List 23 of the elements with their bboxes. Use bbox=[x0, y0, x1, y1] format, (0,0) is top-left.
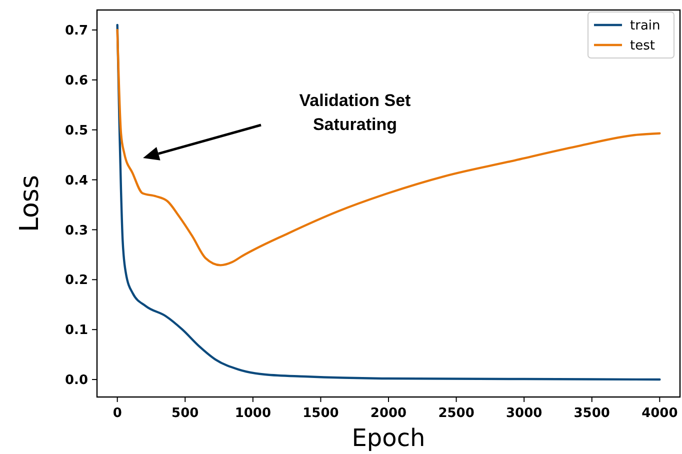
y-tick-label: 0.2 bbox=[64, 273, 88, 288]
x-tick-label: 3000 bbox=[506, 406, 542, 421]
x-tick-label: 4000 bbox=[642, 406, 678, 421]
y-tick-label: 0.6 bbox=[64, 73, 88, 88]
y-tick-label: 0.7 bbox=[64, 24, 88, 39]
legend-label: test bbox=[630, 38, 655, 54]
y-tick-label: 0.1 bbox=[64, 323, 88, 338]
x-tick-label: 2000 bbox=[370, 406, 407, 421]
x-tick-label: 1500 bbox=[302, 406, 339, 421]
x-tick-label: 1000 bbox=[234, 406, 272, 421]
legend-label: train bbox=[630, 18, 660, 34]
y-tick-label: 0.3 bbox=[64, 223, 88, 238]
y-tick-label: 0.4 bbox=[64, 173, 88, 188]
x-tick-label: 2500 bbox=[438, 406, 474, 421]
y-tick-label: 0.0 bbox=[64, 373, 88, 388]
x-tick-label: 500 bbox=[172, 406, 199, 421]
x-axis-title: Epoch bbox=[352, 424, 426, 452]
annotation: Validation Set Saturating bbox=[299, 91, 412, 134]
y-axis-title: Loss bbox=[15, 174, 45, 232]
y-tick-label: 0.5 bbox=[64, 123, 88, 138]
x-tick-label: 0 bbox=[112, 406, 122, 421]
line-series bbox=[116, 28, 661, 266]
x-tick-label: 3500 bbox=[574, 406, 610, 421]
